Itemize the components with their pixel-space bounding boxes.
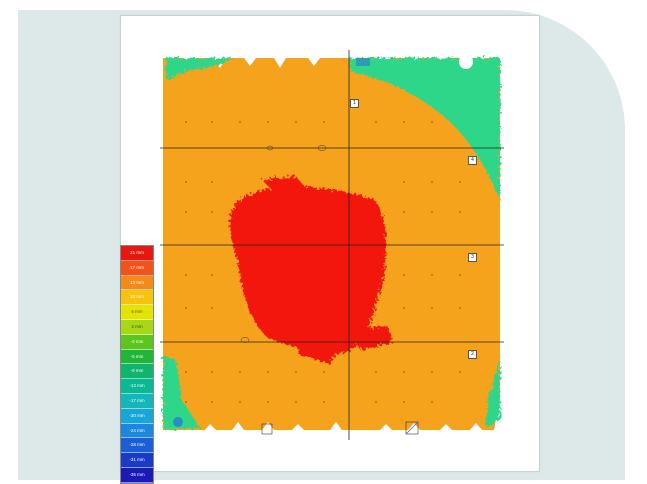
- column-marker: [261, 423, 273, 435]
- legend-item-8: -9 mm: [121, 364, 153, 380]
- section-marker-1: 1: [350, 99, 359, 108]
- color-scale-legend: 21 mm 17 mm 13 mm 10 mm 6 mm 2 mm -2 mm …: [120, 245, 154, 484]
- legend-item-9: -13 mm: [121, 379, 153, 394]
- high-spot-region: [229, 176, 392, 364]
- edge-zone-top-right: [350, 58, 500, 200]
- legend-item-1: 17 mm: [121, 260, 153, 276]
- legend-item-6: -2 mm: [121, 334, 153, 350]
- legend-item-15: -35 mm: [121, 467, 153, 483]
- section-marker-4: 4: [468, 156, 477, 165]
- edge-spot-blue: [173, 417, 183, 427]
- edge-zone-right-bottom: [486, 360, 500, 428]
- section-marker-2: 2: [468, 350, 477, 359]
- edge-zone-left: [163, 355, 200, 430]
- survey-points: [185, 121, 461, 403]
- legend-item-12: -24 mm: [121, 423, 153, 439]
- legend-item-14: -31 mm: [121, 453, 153, 468]
- legend-item-5: 2 mm: [121, 319, 153, 335]
- section-marker-3: 3: [468, 253, 477, 262]
- edge-spot-white: [459, 55, 473, 69]
- legend-item-11: -20 mm: [121, 408, 153, 424]
- legend-item-2: 13 mm: [121, 275, 153, 291]
- legend-item-13: -28 mm: [121, 438, 153, 454]
- top-tag: [356, 58, 370, 66]
- legend-item-4: 6 mm: [121, 305, 153, 320]
- column-marker: [405, 421, 419, 435]
- legend-item-7: -5 mm: [121, 349, 153, 365]
- legend-item-3: 10 mm: [121, 290, 153, 306]
- edge-zone-top-left: [166, 58, 235, 80]
- legend-item-10: -17 mm: [121, 393, 153, 409]
- legend-item-0: 21 mm: [121, 246, 153, 261]
